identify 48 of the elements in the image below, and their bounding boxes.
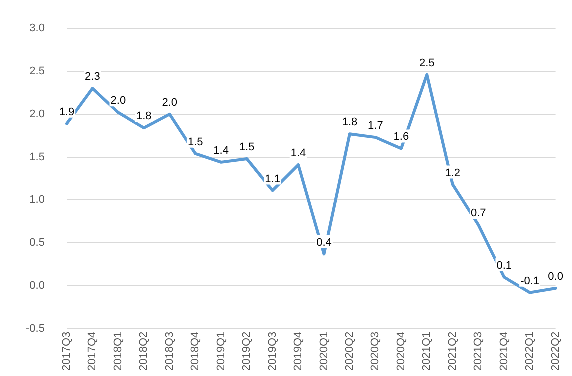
data-label: 1.5 (188, 136, 204, 148)
x-tick-label: 2018Q2 (138, 332, 150, 372)
x-tick-label: 2021Q3 (472, 332, 485, 372)
x-tick-label: 2022Q2 (550, 332, 562, 372)
data-label: 1.1 (265, 173, 280, 186)
y-tick-label: 1.5 (30, 151, 45, 164)
x-tick-label: 2017Q3 (60, 332, 73, 372)
data-label: 2.5 (420, 57, 435, 70)
x-tick-label: 2022Q1 (524, 332, 536, 372)
x-tick-label: 2019Q3 (266, 332, 279, 372)
data-label: 1.2 (445, 167, 461, 180)
x-tick-label: 2019Q2 (241, 332, 254, 372)
data-label: -0.1 (520, 275, 540, 288)
y-tick-label: 0.5 (30, 237, 45, 250)
x-tick-label: 2020Q1 (318, 332, 330, 372)
x-tick-label: 2018Q4 (190, 332, 202, 372)
x-tick-label: 2018Q3 (164, 332, 176, 372)
data-label: 0.1 (496, 260, 512, 272)
y-tick-label: 0.0 (30, 280, 45, 292)
x-tick-label: 2021Q4 (498, 332, 510, 372)
x-tick-label: 2019Q4 (292, 332, 305, 372)
y-tick-label: 2.5 (30, 66, 45, 78)
y-tick-label: 2.0 (30, 108, 45, 120)
x-tick-label: 2019Q1 (215, 332, 228, 372)
data-label: 2.0 (162, 96, 178, 109)
data-label: 2.0 (110, 95, 126, 108)
data-label: 0.7 (470, 208, 486, 220)
data-label: 1.5 (239, 142, 255, 154)
x-tick-label: 2021Q1 (421, 332, 434, 372)
data-label: 0.4 (316, 236, 332, 249)
data-label: 1.8 (136, 110, 152, 123)
y-tick-label: -0.5 (26, 322, 45, 335)
data-label: 1.9 (59, 106, 75, 118)
x-tick-label: 2020Q2 (344, 332, 356, 372)
x-tick-label: 2021Q2 (446, 332, 459, 372)
y-tick-label: 3.0 (30, 22, 45, 35)
data-label: 1.6 (394, 131, 410, 144)
x-tick-label: 2020Q4 (395, 332, 408, 372)
data-label: 1.4 (290, 148, 306, 160)
x-tick-label: 2018Q1 (112, 332, 124, 372)
y-tick-label: 1.0 (30, 194, 45, 206)
data-label: 0.0 (548, 271, 564, 284)
data-label: 1.8 (342, 116, 358, 129)
x-tick-label: 2017Q4 (86, 332, 99, 372)
data-label: 1.4 (214, 144, 229, 157)
x-tick-label: 2020Q3 (370, 332, 382, 372)
data-label: 2.3 (85, 71, 100, 84)
data-label: 1.7 (368, 120, 384, 132)
